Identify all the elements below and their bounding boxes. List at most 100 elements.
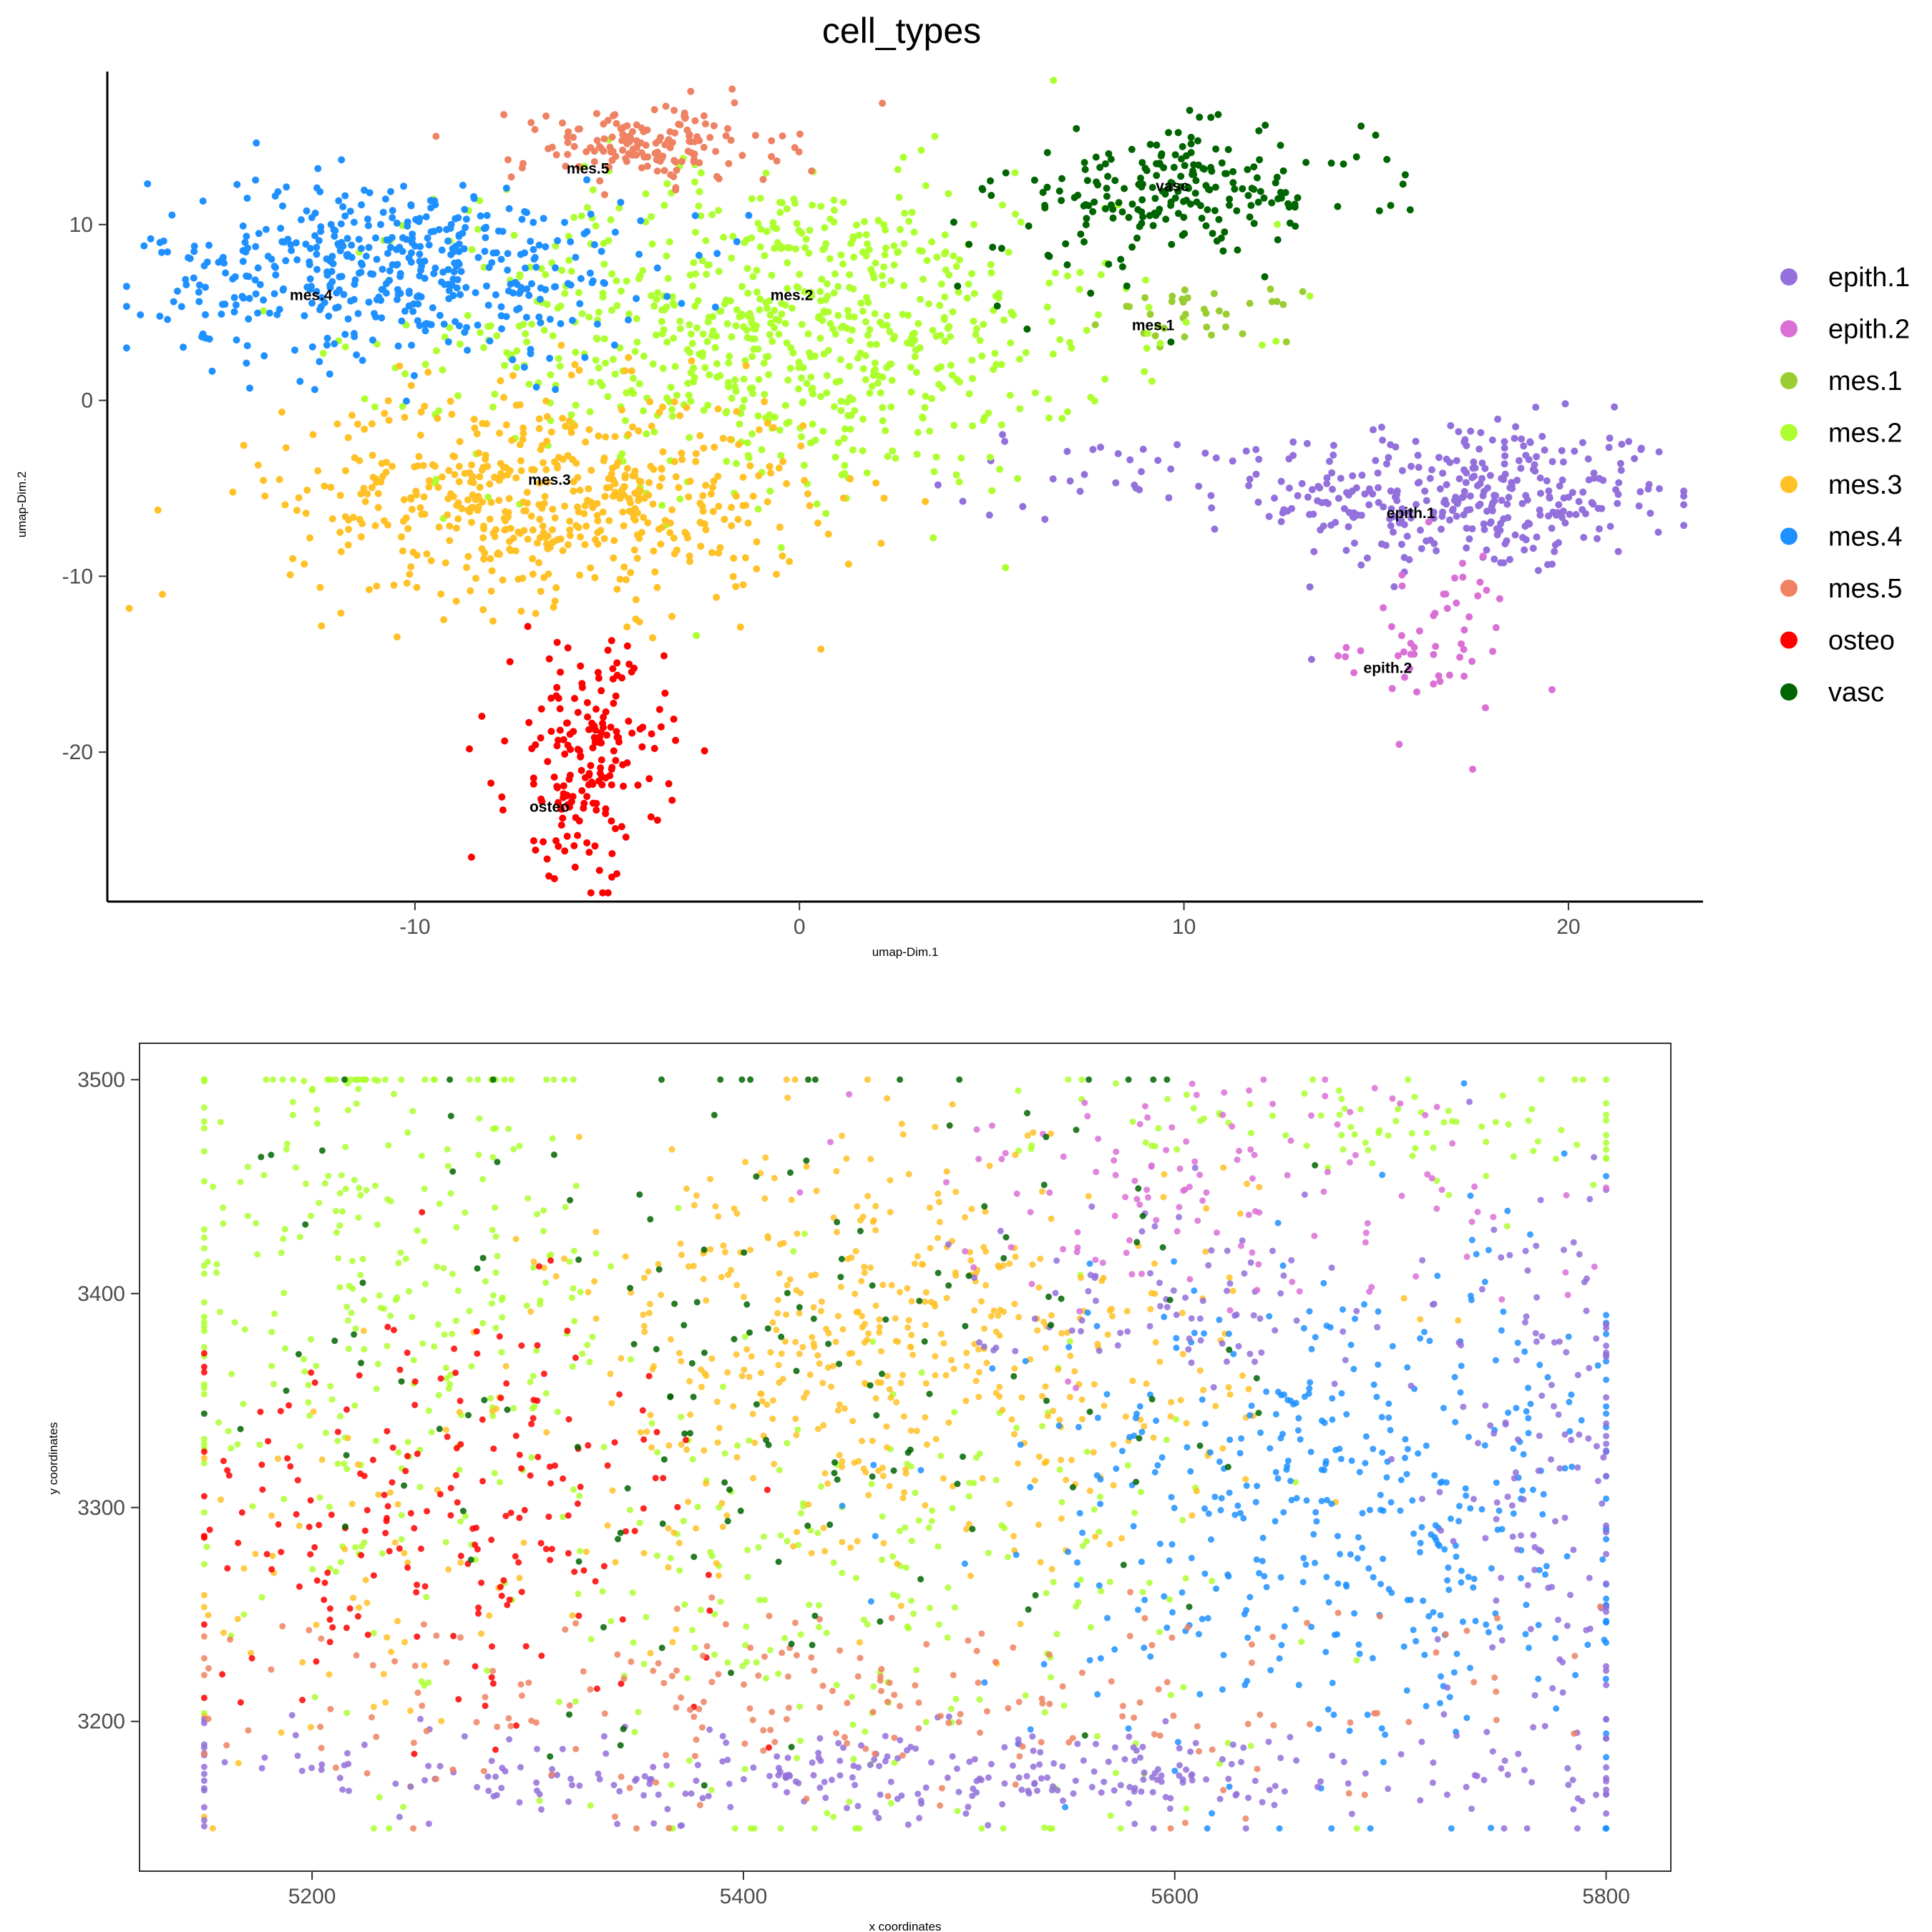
spatial-point-mes-3 xyxy=(865,1330,872,1337)
umap-point-vasc xyxy=(1218,159,1226,167)
umap-point-mes-5 xyxy=(633,137,640,145)
umap-point-mes-2 xyxy=(796,270,804,278)
umap-point-mes-3 xyxy=(779,552,786,560)
umap-point-mes-4 xyxy=(316,358,323,366)
umap-point-mes-4 xyxy=(593,321,601,328)
umap-point-mes-5 xyxy=(738,152,746,160)
spatial-point-mes-3 xyxy=(776,1241,784,1248)
spatial-point-mes-4 xyxy=(1243,1606,1250,1614)
spatial-point-epith-1 xyxy=(849,1774,856,1781)
spatial-point-mes-3 xyxy=(1000,1308,1008,1315)
spatial-point-epith-1 xyxy=(693,1777,700,1785)
umap-point-mes-2 xyxy=(973,325,981,333)
umap-point-epith-1 xyxy=(1393,497,1401,504)
spatial-point-mes-2 xyxy=(852,1825,859,1832)
spatial-point-mes-4 xyxy=(1267,1445,1274,1452)
umap-point-osteo xyxy=(615,733,623,741)
spatial-point-mes-3 xyxy=(516,1574,523,1581)
spatial-point-mes-2 xyxy=(678,1413,685,1420)
umap-point-mes-2 xyxy=(820,307,828,315)
spatial-point-mes-4 xyxy=(1253,1556,1260,1563)
spatial-point-mes-2 xyxy=(372,1182,379,1189)
spatial-point-mes-2 xyxy=(935,1621,942,1628)
umap-point-mes-3 xyxy=(407,563,415,571)
umap-point-mes-2 xyxy=(845,362,853,370)
umap-point-epith-1 xyxy=(1349,472,1357,479)
umap-point-mes-3 xyxy=(649,634,657,642)
umap-point-mes-4 xyxy=(199,197,207,205)
spatial-point-mes-3 xyxy=(640,1322,648,1330)
umap-point-mes-2 xyxy=(930,534,937,542)
spatial-point-mes-3 xyxy=(502,1362,509,1370)
spatial-point-mes-4 xyxy=(1306,1385,1313,1392)
umap-point-mes-4 xyxy=(331,233,338,240)
spatial-point-epith-1 xyxy=(1015,1736,1022,1743)
spatial-point-osteo xyxy=(604,1462,611,1469)
umap-point-mes-3 xyxy=(345,525,352,533)
umap-point-mes-2 xyxy=(1006,391,1014,399)
umap-point-mes-2 xyxy=(1258,341,1266,349)
umap-point-mes-4 xyxy=(552,264,559,272)
umap-point-mes-4 xyxy=(335,242,343,250)
umap-point-mes-4 xyxy=(379,265,386,273)
spatial-point-mes-2 xyxy=(335,1255,342,1262)
umap-point-mes-4 xyxy=(278,238,286,245)
umap-point-mes-2 xyxy=(853,221,860,229)
umap-point-mes-3 xyxy=(502,508,509,515)
umap-point-epith-1 xyxy=(1611,403,1619,411)
spatial-point-mes-2 xyxy=(343,1303,351,1310)
umap-point-mes-2 xyxy=(859,415,867,423)
spatial-point-mes-4 xyxy=(1552,1634,1559,1641)
spatial-point-epith-1 xyxy=(1480,1777,1488,1784)
umap-point-mes-3 xyxy=(696,499,704,507)
spatial-point-mes-2 xyxy=(444,1163,452,1170)
spatial-point-mes-2 xyxy=(225,1428,232,1435)
umap-point-epith-2 xyxy=(1492,624,1500,632)
spatial-point-mes-2 xyxy=(200,1299,208,1306)
umap-point-mes-3 xyxy=(713,593,721,601)
umap-point-mes-3 xyxy=(580,509,588,517)
umap-point-epith-1 xyxy=(1280,506,1288,514)
umap-point-mes-3 xyxy=(605,517,613,525)
umap-point-mes-2 xyxy=(749,390,757,397)
umap-point-mes-2 xyxy=(756,195,764,203)
umap-point-mes-2 xyxy=(493,332,501,340)
spatial-point-mes-2 xyxy=(833,1682,840,1689)
spatial-point-mes-3 xyxy=(1039,1392,1046,1400)
spatial-point-mes-4 xyxy=(1335,1580,1342,1587)
spatial-point-mes-2 xyxy=(348,1309,355,1317)
umap-point-epith-1 xyxy=(1654,528,1662,536)
umap-point-mes-3 xyxy=(714,405,722,413)
spatial-point-mes-2 xyxy=(1247,1130,1254,1137)
spatial-point-mes-3 xyxy=(778,1350,785,1357)
spatial-point-mes-3 xyxy=(897,1602,904,1609)
umap-point-mes-2 xyxy=(944,324,952,332)
spatial-point-mes-2 xyxy=(336,1284,343,1291)
spatial-point-osteo xyxy=(224,1565,231,1572)
umap-point-osteo xyxy=(599,889,607,897)
spatial-point-epith-1 xyxy=(407,1783,414,1790)
spatial-point-mes-3 xyxy=(996,1332,1003,1339)
umap-point-mes-4 xyxy=(552,386,560,394)
spatial-point-mes-4 xyxy=(1603,1403,1610,1410)
spatial-point-mes-2 xyxy=(741,1333,748,1340)
spatial-point-mes-2 xyxy=(1375,1130,1382,1136)
spatial-point-mes-2 xyxy=(409,1314,416,1320)
umap-point-mes-2 xyxy=(748,430,756,438)
spatial-point-mes-2 xyxy=(1574,1141,1581,1148)
spatial-point-mes-2 xyxy=(343,1709,351,1717)
spatial-point-mes-4 xyxy=(1113,1465,1120,1472)
umap-point-mes-4 xyxy=(518,215,526,223)
umap-point-mes-4 xyxy=(546,316,554,323)
spatial-point-mes-2 xyxy=(711,1611,718,1618)
spatial-point-mes-3 xyxy=(647,1412,654,1419)
umap-point-osteo xyxy=(550,875,558,882)
spatial-point-mes-3 xyxy=(990,1307,997,1314)
umap-point-osteo xyxy=(565,776,573,783)
spatial-point-mes-3 xyxy=(731,1205,738,1212)
spatial-point-mes-2 xyxy=(540,1228,547,1234)
umap-point-mes-3 xyxy=(716,544,724,552)
spatial-point-mes-2 xyxy=(313,1106,321,1113)
spatial-point-epith-1 xyxy=(682,1790,689,1797)
spatial-point-mes-4 xyxy=(1104,1614,1111,1621)
